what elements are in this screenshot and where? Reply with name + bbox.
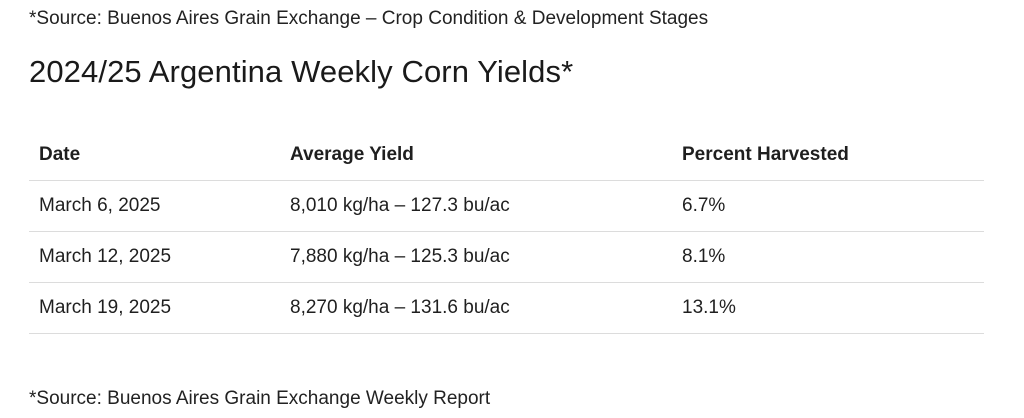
cell-date: March 12, 2025 [29,231,280,283]
cell-date: March 19, 2025 [29,282,280,334]
cell-percent-harvested: 6.7% [672,180,984,232]
table-row: March 6, 2025 8,010 kg/ha – 127.3 bu/ac … [29,180,984,232]
cell-percent-harvested: 8.1% [672,231,984,283]
corn-yields-table: Date Average Yield Percent Harvested Mar… [29,129,984,334]
page-title: 2024/25 Argentina Weekly Corn Yields* [29,54,574,89]
source-note-bottom: *Source: Buenos Aires Grain Exchange Wee… [29,388,491,409]
column-header-date: Date [29,129,280,181]
source-note-top: *Source: Buenos Aires Grain Exchange – C… [29,8,709,29]
table-header-row: Date Average Yield Percent Harvested [29,129,984,181]
cell-average-yield: 8,270 kg/ha – 131.6 bu/ac [280,282,672,334]
cell-average-yield: 7,880 kg/ha – 125.3 bu/ac [280,231,672,283]
table-row: March 19, 2025 8,270 kg/ha – 131.6 bu/ac… [29,282,984,334]
column-header-average-yield: Average Yield [280,129,672,181]
cell-average-yield: 8,010 kg/ha – 127.3 bu/ac [280,180,672,232]
column-header-percent-harvested: Percent Harvested [672,129,984,181]
table-row: March 12, 2025 7,880 kg/ha – 125.3 bu/ac… [29,231,984,283]
cell-date: March 6, 2025 [29,180,280,232]
cell-percent-harvested: 13.1% [672,282,984,334]
